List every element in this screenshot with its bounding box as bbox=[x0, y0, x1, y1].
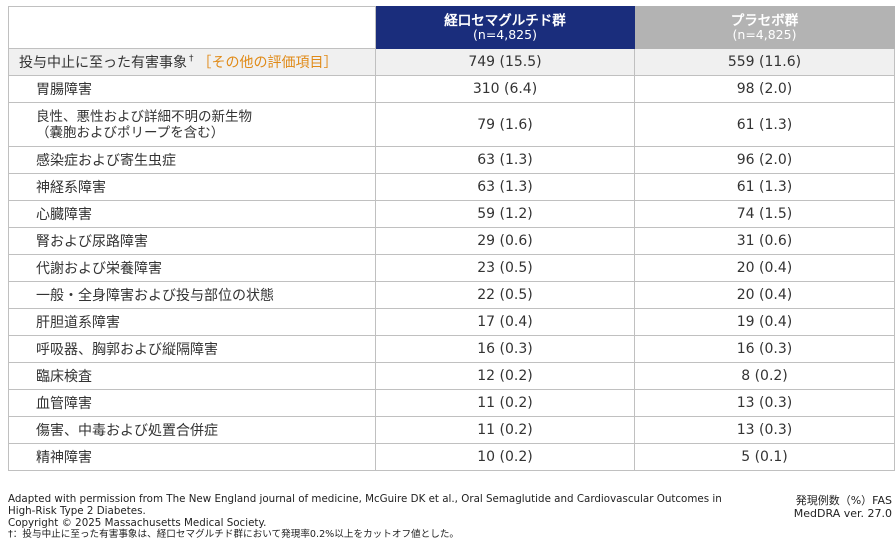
row-label: 胃腸障害 bbox=[8, 75, 376, 103]
row-label: 代謝および栄養障害 bbox=[8, 254, 376, 282]
row-label: 神経系障害 bbox=[8, 173, 376, 201]
placebo-value: 96 (2.0) bbox=[634, 146, 895, 174]
row-label: 呼吸器、胸郭および縦隔障害 bbox=[8, 335, 376, 363]
oral-value: 310 (6.4) bbox=[375, 75, 635, 103]
oral-value: 79 (1.6) bbox=[375, 102, 635, 147]
footer-source: Adapted with permission from The New Eng… bbox=[8, 493, 748, 541]
table-row: 傷害、中毒および処置合併症 11 (0.2) 13 (0.3) bbox=[8, 416, 895, 444]
oral-value: 11 (0.2) bbox=[375, 389, 635, 417]
row-label: 血管障害 bbox=[8, 389, 376, 417]
table-row: 感染症および寄生虫症 63 (1.3) 96 (2.0) bbox=[8, 146, 895, 174]
oral-value: 29 (0.6) bbox=[375, 227, 635, 255]
table-row: 腎および尿路障害 29 (0.6) 31 (0.6) bbox=[8, 227, 895, 255]
row-label: 臨床検査 bbox=[8, 362, 376, 390]
placebo-value: 61 (1.3) bbox=[634, 102, 895, 147]
total-row-label: 投与中止に至った有害事象 † ［その他の評価項目］ bbox=[8, 48, 376, 76]
table-row: 心臓障害 59 (1.2) 74 (1.5) bbox=[8, 200, 895, 228]
row-label: 肝胆道系障害 bbox=[8, 308, 376, 336]
total-placebo-value: 559 (11.6) bbox=[634, 48, 895, 76]
oral-group-n: (n=4,825) bbox=[473, 27, 537, 43]
total-label-text: 投与中止に至った有害事象 bbox=[19, 55, 187, 71]
placebo-value: 74 (1.5) bbox=[634, 200, 895, 228]
oral-value: 63 (1.3) bbox=[375, 146, 635, 174]
table-row: 一般・全身障害および投与部位の状態 22 (0.5) 20 (0.4) bbox=[8, 281, 895, 309]
placebo-value: 20 (0.4) bbox=[634, 254, 895, 282]
row-label: 良性、悪性および詳細不明の新生物 （嚢胞およびポリープを含む） bbox=[8, 102, 376, 147]
row-label: 感染症および寄生虫症 bbox=[8, 146, 376, 174]
header-blank-cell bbox=[8, 6, 376, 49]
source-line-2: High-Risk Type 2 Diabetes. bbox=[8, 504, 146, 517]
oral-value: 22 (0.5) bbox=[375, 281, 635, 309]
oral-value: 17 (0.4) bbox=[375, 308, 635, 336]
row-label: 精神障害 bbox=[8, 443, 376, 471]
adverse-events-table-container: 経口セマグルチド群 (n=4,825) プラセボ群 (n=4,825) 投与中止… bbox=[8, 6, 895, 471]
placebo-group-n: (n=4,825) bbox=[732, 27, 797, 43]
row-label-line1: 良性、悪性および詳細不明の新生物 bbox=[36, 108, 252, 125]
placebo-value: 16 (0.3) bbox=[634, 335, 895, 363]
placebo-value: 8 (0.2) bbox=[634, 362, 895, 390]
table-row: 臨床検査 12 (0.2) 8 (0.2) bbox=[8, 362, 895, 390]
total-discontinuation-row: 投与中止に至った有害事象 † ［その他の評価項目］ 749 (15.5) 559 (… bbox=[8, 48, 895, 76]
header-placebo: プラセボ群 (n=4,825) bbox=[634, 6, 895, 49]
placebo-value: 19 (0.4) bbox=[634, 308, 895, 336]
table-row: 良性、悪性および詳細不明の新生物 （嚢胞およびポリープを含む） 79 (1.6) … bbox=[8, 102, 895, 147]
oral-value: 23 (0.5) bbox=[375, 254, 635, 282]
meddra-version: MedDRA ver. 27.0 bbox=[793, 507, 892, 520]
total-oral-value: 749 (15.5) bbox=[375, 48, 635, 76]
placebo-value: 20 (0.4) bbox=[634, 281, 895, 309]
oral-value: 59 (1.2) bbox=[375, 200, 635, 228]
oral-value: 11 (0.2) bbox=[375, 416, 635, 444]
analysis-set-note: 発現例数（%）FAS bbox=[795, 494, 892, 507]
table-row: 精神障害 10 (0.2) 5 (0.1) bbox=[8, 443, 895, 471]
footer-meta: 発現例数（%）FAS MedDRA ver. 27.0 bbox=[794, 494, 892, 520]
table-header-row: 経口セマグルチド群 (n=4,825) プラセボ群 (n=4,825) bbox=[8, 6, 895, 49]
row-label: 心臓障害 bbox=[8, 200, 376, 228]
placebo-value: 13 (0.3) bbox=[634, 389, 895, 417]
dagger-footnote: †：投与中止に至った有害事象は、経口セマグルチド群において発現率0.2%以上をカ… bbox=[8, 529, 460, 541]
header-oral-semaglutide: 経口セマグルチド群 (n=4,825) bbox=[375, 6, 635, 49]
copyright-line: Copyright © 2025 Massachusetts Medical S… bbox=[8, 516, 267, 529]
placebo-value: 61 (1.3) bbox=[634, 173, 895, 201]
other-endpoint-tag: ［その他の評価項目］ bbox=[197, 55, 338, 71]
table-row: 血管障害 11 (0.2) 13 (0.3) bbox=[8, 389, 895, 417]
table-row: 神経系障害 63 (1.3) 61 (1.3) bbox=[8, 173, 895, 201]
oral-value: 10 (0.2) bbox=[375, 443, 635, 471]
row-label: 一般・全身障害および投与部位の状態 bbox=[8, 281, 376, 309]
oral-group-name: 経口セマグルチド群 bbox=[444, 12, 566, 29]
row-label: 腎および尿路障害 bbox=[8, 227, 376, 255]
table-row: 胃腸障害 310 (6.4) 98 (2.0) bbox=[8, 75, 895, 103]
placebo-value: 31 (0.6) bbox=[634, 227, 895, 255]
adverse-events-table: 経口セマグルチド群 (n=4,825) プラセボ群 (n=4,825) 投与中止… bbox=[8, 6, 895, 471]
oral-value: 63 (1.3) bbox=[375, 173, 635, 201]
placebo-value: 5 (0.1) bbox=[634, 443, 895, 471]
table-row: 肝胆道系障害 17 (0.4) 19 (0.4) bbox=[8, 308, 895, 336]
row-label-line2: （嚢胞およびポリープを含む） bbox=[36, 124, 225, 141]
placebo-group-name: プラセボ群 bbox=[730, 12, 799, 29]
placebo-value: 13 (0.3) bbox=[634, 416, 895, 444]
placebo-value: 98 (2.0) bbox=[634, 75, 895, 103]
row-label: 傷害、中毒および処置合併症 bbox=[8, 416, 376, 444]
table-row: 呼吸器、胸郭および縦隔障害 16 (0.3) 16 (0.3) bbox=[8, 335, 895, 363]
dagger-mark: † bbox=[189, 54, 194, 65]
oral-value: 16 (0.3) bbox=[375, 335, 635, 363]
oral-value: 12 (0.2) bbox=[375, 362, 635, 390]
source-line-1: Adapted with permission from The New Eng… bbox=[8, 493, 722, 505]
table-row: 代謝および栄養障害 23 (0.5) 20 (0.4) bbox=[8, 254, 895, 282]
